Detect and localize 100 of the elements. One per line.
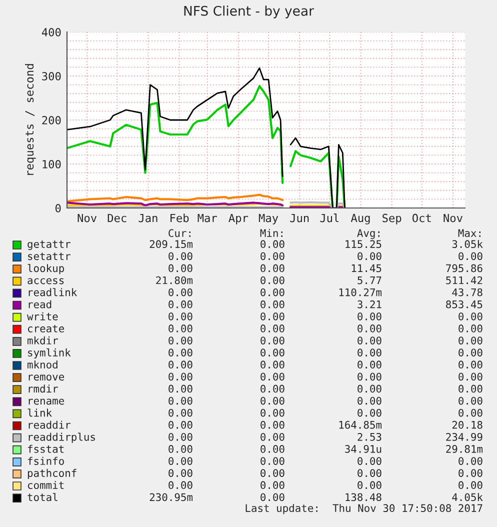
text: 0.00 (358, 469, 382, 477)
legend-label: mkdir (28, 336, 58, 344)
text: 0.00 (260, 288, 284, 296)
text: 0.00 (168, 420, 192, 429)
legend-label: write (27, 312, 58, 320)
x-tick-label: Nov (78, 214, 97, 222)
legend-label: lookup (28, 264, 64, 274)
text: 0.00 (260, 324, 284, 332)
y-tick-label: 0 (55, 204, 61, 212)
x-tick-label: Feb (170, 214, 189, 222)
x-tick-label: Nov (444, 214, 462, 222)
text: 0.00 (168, 432, 192, 441)
text: 34.91u (345, 445, 382, 453)
text: 0.00 (458, 372, 482, 381)
legend-label: link (28, 408, 52, 417)
text: 2.53 (358, 432, 382, 441)
legend-label: commit (28, 480, 64, 490)
x-tick-label: Jun (290, 214, 309, 222)
legend-label: remove (28, 374, 64, 381)
text: 110.27m (339, 288, 382, 296)
text: 0.00 (260, 276, 284, 284)
y-tick-label: 200 (42, 116, 61, 124)
text: 0.00 (168, 481, 192, 490)
legend-label: access (28, 278, 64, 284)
legend-label: getattr (28, 240, 70, 250)
x-tick-label: Jul (320, 214, 339, 222)
legend-label: total (28, 492, 58, 502)
text: 0.00 (358, 348, 382, 356)
text: 3.05k (452, 240, 483, 248)
text: 0.00 (358, 324, 382, 332)
text: 0.00 (168, 264, 192, 272)
legend-label: pathconf (28, 468, 76, 480)
legend-label: rmdir (28, 384, 58, 393)
text: 5.77 (358, 276, 382, 284)
text: 0.00 (458, 384, 482, 393)
text: 0.00 (168, 312, 192, 320)
legend-label: rename (28, 398, 64, 405)
text: 0.00 (358, 481, 382, 490)
text: 209.15m (150, 240, 193, 248)
text: 0.00 (358, 372, 382, 381)
text: 0.00 (358, 408, 382, 417)
text: 0.00 (260, 384, 284, 393)
x-tick-label: Oct (412, 214, 431, 222)
text: 0.00 (458, 481, 482, 490)
text: 0.00 (168, 445, 192, 453)
text: 795.86 (446, 264, 482, 272)
text: 0.00 (168, 408, 192, 417)
text: 0.00 (260, 420, 284, 429)
legend-label: mknod (28, 360, 58, 369)
legend-label: symlink (28, 348, 71, 359)
text: 0.00 (168, 396, 192, 405)
legend-label: setattr (28, 252, 70, 260)
text: 0.00 (260, 481, 284, 490)
text: 0.00 (260, 372, 284, 381)
text: 29.81m (446, 445, 483, 453)
legend-label: fsinfo (28, 456, 64, 465)
text: 0.00 (168, 348, 192, 356)
text: 0.00 (458, 396, 482, 405)
text: 0.00 (168, 336, 192, 344)
text: 0.00 (458, 457, 482, 465)
text: 0.00 (260, 360, 284, 369)
text: 0.00 (358, 312, 382, 320)
text: 0.00 (358, 360, 382, 369)
legend-label: readlink (28, 288, 78, 296)
text: 0.00 (168, 360, 192, 369)
text: 0.00 (458, 312, 482, 320)
text: 0.00 (260, 457, 284, 465)
text: 511.42 (446, 276, 482, 284)
text: 0.00 (168, 457, 192, 465)
text: 0.00 (458, 469, 482, 477)
y-tick-label: 400 (42, 28, 61, 36)
text: 0.00 (260, 396, 284, 405)
text: 0.00 (358, 252, 382, 260)
text: 0.00 (168, 324, 192, 332)
text: Last update: Thu Nov 30 17:50:08 2017 (246, 504, 482, 514)
text: 0.00 (260, 252, 284, 260)
text: 0.00 (458, 348, 482, 356)
text: 0.00 (358, 457, 382, 465)
text: 43.78 (452, 288, 482, 296)
text: 0.00 (458, 252, 482, 260)
text: 21.80m (156, 276, 193, 284)
text: 3.21 (358, 300, 382, 308)
text: 0.00 (260, 336, 284, 344)
text: Cur: (168, 229, 190, 238)
text: 0.00 (458, 324, 482, 332)
text: 115.25 (346, 240, 382, 248)
text: 230.95m (150, 493, 193, 502)
text: 0.00 (168, 372, 192, 381)
x-tick-label: May (258, 214, 278, 224)
text: Max: (458, 229, 480, 238)
text: 0.00 (260, 240, 284, 248)
text: 0.00 (168, 384, 192, 393)
text: 0.00 (260, 264, 284, 272)
x-tick-label: Apr (228, 214, 248, 224)
text: Avg: (357, 229, 380, 240)
text: 11.45 (352, 264, 382, 272)
legend-label: readdir (28, 420, 70, 429)
text: 853.45 (446, 300, 482, 308)
x-tick-label: Sep (382, 214, 402, 224)
text: 0.00 (458, 408, 482, 417)
